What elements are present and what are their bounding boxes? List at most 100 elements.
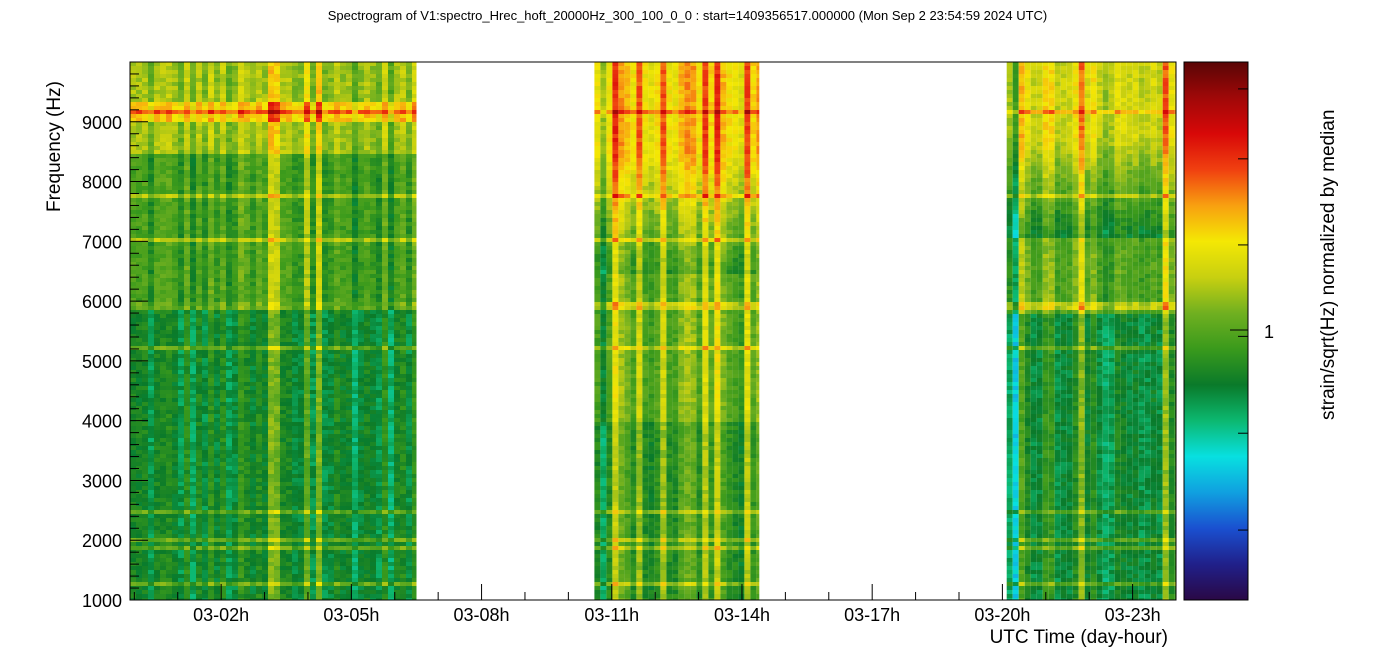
heatmap-cell	[190, 250, 196, 254]
heatmap-cell	[340, 470, 346, 474]
heatmap-cell	[214, 510, 220, 514]
heatmap-cell	[304, 194, 310, 198]
heatmap-cell	[334, 202, 340, 206]
heatmap-cell	[268, 566, 274, 570]
heatmap-cell	[220, 406, 226, 410]
heatmap-cell	[226, 526, 232, 530]
heatmap-cell	[142, 554, 148, 558]
heatmap-cell	[256, 282, 262, 286]
heatmap-cell	[298, 538, 304, 542]
heatmap-cell	[196, 346, 202, 350]
heatmap-cell	[292, 566, 298, 570]
heatmap-cell	[304, 390, 310, 394]
heatmap-cell	[208, 506, 214, 510]
heatmap-cell	[328, 486, 334, 490]
heatmap-cell	[160, 366, 166, 370]
heatmap-cell	[172, 118, 178, 122]
heatmap-cell	[154, 334, 160, 338]
heatmap-cell	[244, 346, 250, 350]
heatmap-cell	[286, 82, 292, 86]
heatmap-cell	[328, 270, 334, 274]
heatmap-cell	[232, 102, 238, 106]
heatmap-cell	[220, 206, 226, 210]
heatmap-cell	[154, 150, 160, 154]
heatmap-cell	[310, 554, 316, 558]
heatmap-cell	[316, 234, 322, 238]
heatmap-cell	[346, 198, 352, 202]
heatmap-cell	[298, 422, 304, 426]
heatmap-cell	[334, 530, 340, 534]
heatmap-cell	[214, 486, 220, 490]
heatmap-cell	[220, 514, 226, 518]
heatmap-cell	[178, 442, 184, 446]
heatmap-cell	[328, 202, 334, 206]
heatmap-cell	[154, 134, 160, 138]
heatmap-cell	[328, 394, 334, 398]
heatmap-cell	[196, 138, 202, 142]
heatmap-cell	[322, 254, 328, 258]
heatmap-cell	[214, 426, 220, 430]
heatmap-cell	[190, 274, 196, 278]
heatmap-cell	[178, 158, 184, 162]
heatmap-cell	[148, 362, 154, 366]
heatmap-cell	[166, 462, 172, 466]
heatmap-cell	[226, 378, 232, 382]
heatmap-cell	[190, 374, 196, 378]
heatmap-cell	[190, 122, 196, 126]
heatmap-cell	[262, 290, 268, 294]
heatmap-cell	[142, 106, 148, 110]
heatmap-cell	[190, 118, 196, 122]
heatmap-cell	[214, 90, 220, 94]
heatmap-cell	[274, 594, 280, 598]
heatmap-cell	[178, 130, 184, 134]
heatmap-cell	[142, 406, 148, 410]
heatmap-cell	[298, 478, 304, 482]
heatmap-cell	[328, 518, 334, 522]
heatmap-cell	[226, 562, 232, 566]
heatmap-cell	[280, 374, 286, 378]
heatmap-cell	[340, 130, 346, 134]
heatmap-cell	[208, 194, 214, 198]
heatmap-cell	[292, 594, 298, 598]
heatmap-cell	[220, 410, 226, 414]
heatmap-cell	[160, 450, 166, 454]
heatmap-cell	[136, 506, 142, 510]
heatmap-cell	[316, 446, 322, 450]
heatmap-cell	[256, 354, 262, 358]
heatmap-cell	[196, 182, 202, 186]
heatmap-cell	[196, 302, 202, 306]
heatmap-cell	[220, 322, 226, 326]
heatmap-cell	[250, 306, 256, 310]
heatmap-cell	[226, 126, 232, 130]
heatmap-cell	[310, 458, 316, 462]
heatmap-cell	[340, 298, 346, 302]
heatmap-cell	[322, 226, 328, 230]
heatmap-cell	[178, 78, 184, 82]
heatmap-cell	[310, 486, 316, 490]
heatmap-cell	[334, 382, 340, 386]
heatmap-cell	[172, 230, 178, 234]
heatmap-cell	[178, 102, 184, 106]
heatmap-cell	[352, 62, 358, 66]
heatmap-cell	[316, 342, 322, 346]
heatmap-cell	[286, 378, 292, 382]
heatmap-cell	[346, 234, 352, 238]
heatmap-cell	[274, 538, 280, 542]
heatmap-cell	[274, 170, 280, 174]
heatmap-cell	[244, 426, 250, 430]
heatmap-cell	[340, 490, 346, 494]
heatmap-cell	[256, 278, 262, 282]
heatmap-cell	[316, 74, 322, 78]
heatmap-cell	[196, 282, 202, 286]
heatmap-cell	[148, 390, 154, 394]
heatmap-cell	[310, 510, 316, 514]
heatmap-cell	[160, 594, 166, 598]
heatmap-cell	[238, 378, 244, 382]
heatmap-cell	[316, 134, 322, 138]
heatmap-cell	[280, 446, 286, 450]
heatmap-cell	[262, 130, 268, 134]
heatmap-cell	[184, 66, 190, 70]
heatmap-cell	[244, 562, 250, 566]
heatmap-cell	[340, 290, 346, 294]
heatmap-cell	[136, 238, 142, 242]
